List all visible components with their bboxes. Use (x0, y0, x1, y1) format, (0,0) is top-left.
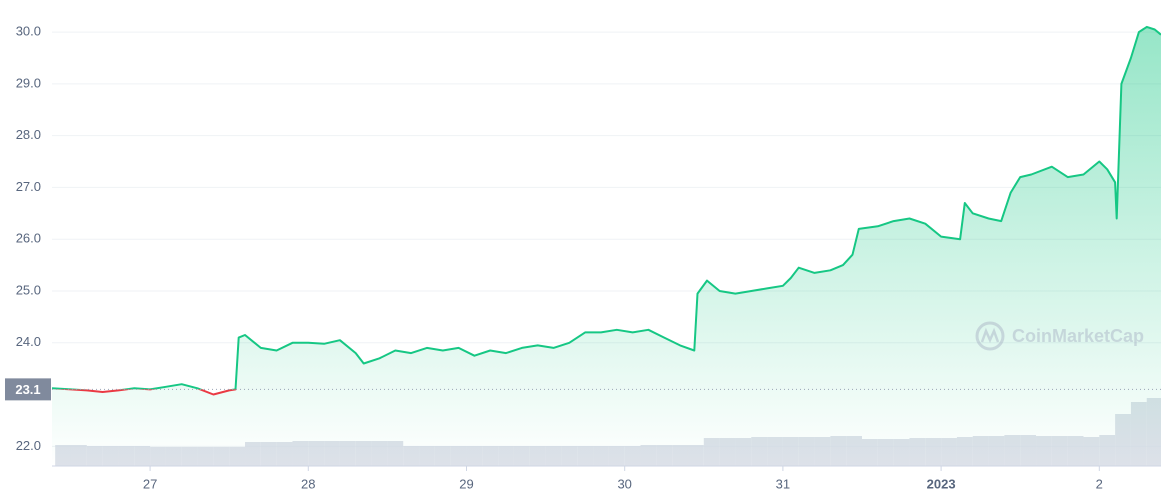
x-tick-label: 30 (617, 476, 631, 491)
price-line (51, 25, 1161, 390)
y-tick-label: 27.0 (16, 179, 41, 194)
x-tick-label: 2 (1096, 476, 1103, 491)
x-tick-label: 29 (459, 476, 473, 491)
y-tick-label: 22.0 (16, 438, 41, 453)
y-tick-label: 29.0 (16, 75, 41, 90)
x-tick-label: 27 (143, 476, 157, 491)
x-tick-label: 28 (301, 476, 315, 491)
y-tick-label: 26.0 (16, 231, 41, 246)
y-tick-label: 30.0 (16, 24, 41, 39)
reference-label: 23.1 (15, 382, 40, 397)
price-area (52, 26, 1161, 467)
watermark-text: CoinMarketCap (1012, 326, 1144, 346)
x-tick-label: 2023 (927, 476, 956, 491)
y-tick-label: 24.0 (16, 334, 41, 349)
x-tick-label: 31 (776, 476, 790, 491)
y-tick-label: 28.0 (16, 127, 41, 142)
y-tick-label: 25.0 (16, 282, 41, 297)
watermark: CoinMarketCap (975, 321, 1144, 351)
reference-label-box (5, 378, 51, 401)
